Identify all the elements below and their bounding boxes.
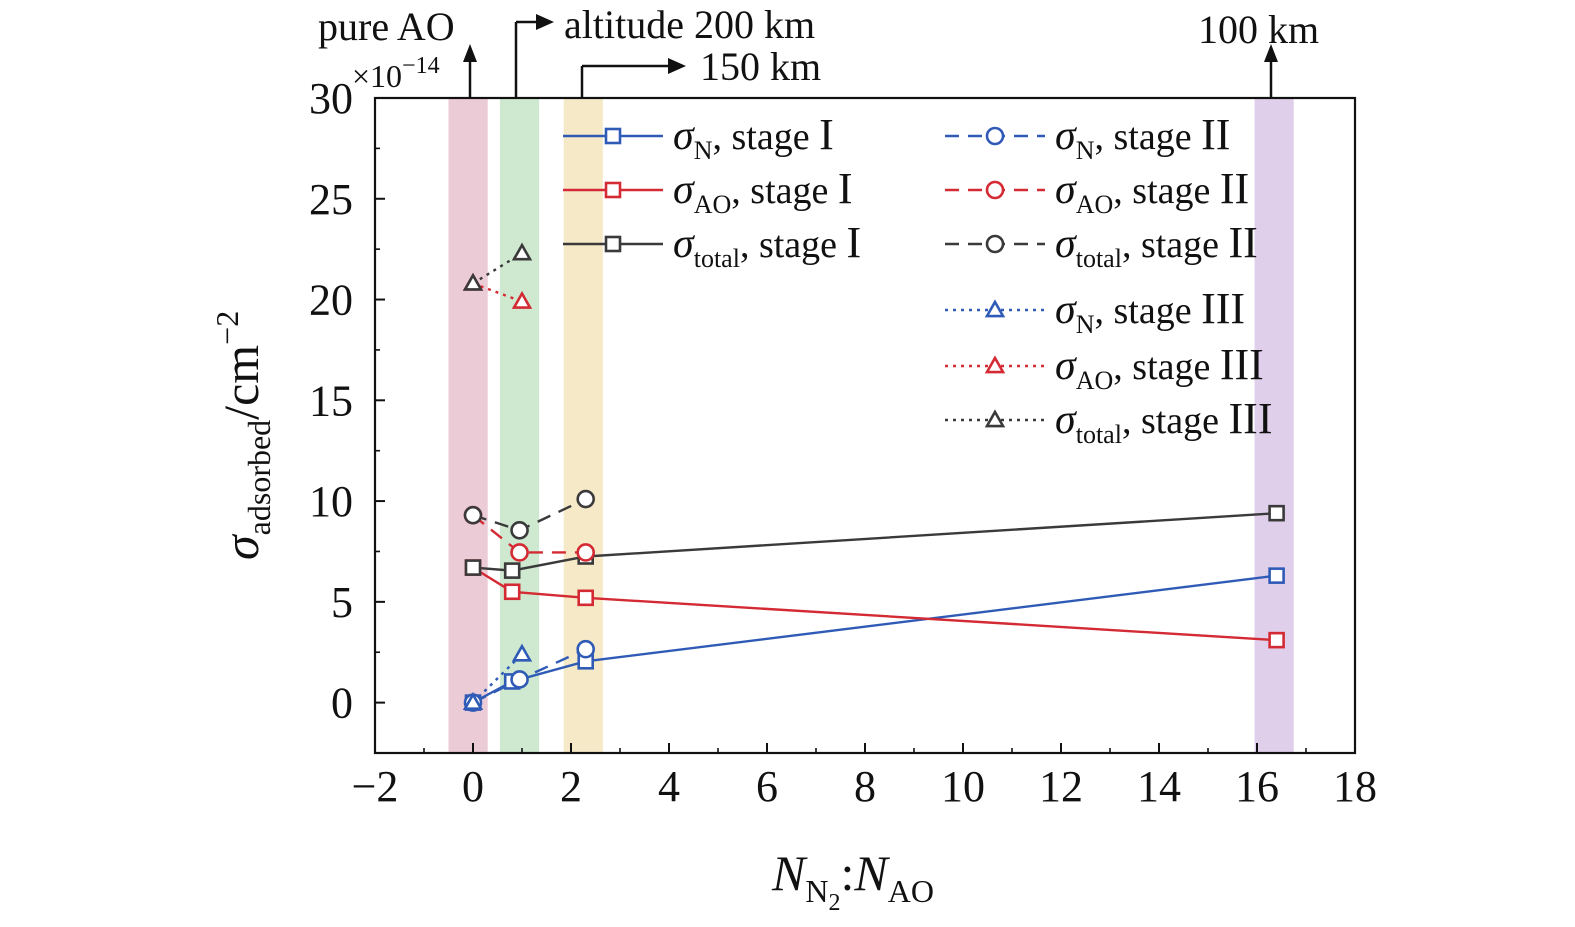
series-line-total-III	[472, 252, 523, 285]
circle-marker	[510, 543, 529, 562]
circle-marker	[510, 520, 529, 540]
circle-marker	[463, 505, 483, 525]
series-line-total-I	[472, 511, 1277, 572]
x-axis-label: NN2:NAO	[771, 845, 934, 916]
legend-entry-N-I: σN, stage I	[563, 110, 834, 165]
arrow-up-100	[1264, 44, 1278, 62]
legend-entry-total-II: σtotal, stage II	[945, 218, 1258, 273]
legend-label: σtotal, stage I	[673, 218, 861, 273]
legend-entry-AO-II: σAO, stage II	[945, 164, 1249, 219]
band-0	[448, 98, 488, 753]
square-marker	[604, 127, 622, 145]
circle-marker	[985, 180, 1005, 200]
square-marker	[1268, 631, 1285, 649]
triangle-marker	[511, 242, 533, 261]
y-tick-label: 0	[331, 679, 353, 728]
legend-entry-N-II: σN, stage II	[945, 110, 1230, 165]
series-line-AO-III	[472, 282, 523, 303]
y-multiplier: ×10−14	[352, 53, 440, 94]
arrow-up-pure-ao	[463, 44, 477, 62]
triangle-marker	[511, 290, 533, 309]
legend-label: σAO, stage I	[673, 164, 853, 219]
circle-marker	[576, 543, 596, 562]
circle-marker	[985, 126, 1005, 146]
legend-label: σAO, stage II	[1055, 164, 1249, 219]
annotation-arrowheads	[463, 14, 1278, 74]
y-tick-label: 10	[309, 477, 353, 526]
highlight-bands	[448, 98, 1294, 753]
y-tick-label: 5	[331, 578, 353, 627]
square-marker	[1268, 504, 1285, 522]
triangle-marker	[511, 643, 533, 662]
tick-labels: −2 0 2 4 6 8 10 12 14 16 18 0 5 10 15 20 25 30	[309, 74, 1377, 811]
y-tick-label: 25	[309, 175, 353, 224]
x-tick-label: −2	[352, 762, 399, 811]
x-tick-label: 6	[756, 762, 778, 811]
y-axis-label: σadsorbed/cm−2	[209, 311, 277, 560]
circle-marker	[985, 234, 1005, 254]
circle-marker	[576, 639, 596, 659]
triangle-marker	[984, 409, 1006, 428]
x-tick-label: 0	[462, 762, 484, 811]
y-tick-label: 20	[309, 276, 353, 325]
x-tick-label: 12	[1039, 762, 1083, 811]
square-marker	[464, 559, 482, 576]
square-marker	[604, 235, 622, 253]
plot-frame	[373, 96, 1357, 755]
legend-label: σtotal, stage II	[1055, 218, 1258, 273]
legend-entry-total-I: σtotal, stage I	[563, 218, 861, 273]
legend-label: σN, stage I	[673, 110, 834, 165]
legend-entry-N-III: σN, stage III	[945, 284, 1245, 339]
legend-label: σAO, stage III	[1055, 340, 1264, 395]
band-1	[499, 98, 540, 753]
x-tick-label: 4	[658, 762, 680, 811]
x-tick-label: 18	[1333, 762, 1377, 811]
legend-label: σtotal, stage III	[1055, 394, 1272, 449]
triangle-marker	[984, 355, 1006, 374]
legend-entry-total-III: σtotal, stage III	[945, 394, 1272, 449]
square-marker	[1268, 567, 1285, 584]
square-marker	[503, 583, 521, 601]
series-line-N-III	[472, 653, 523, 704]
series-line-AO-I	[472, 566, 1277, 642]
square-marker	[604, 181, 622, 199]
triangle-marker	[462, 272, 484, 291]
x-tick-label: 14	[1137, 762, 1181, 811]
x-tick-label: 16	[1235, 762, 1279, 811]
x-tick-label: 8	[854, 762, 876, 811]
x-tick-label: 2	[560, 762, 582, 811]
circle-marker	[576, 489, 596, 509]
legend-label: σN, stage II	[1055, 110, 1230, 165]
x-tick-label: 10	[941, 762, 985, 811]
legend-entry-AO-III: σAO, stage III	[945, 340, 1264, 395]
square-marker	[577, 589, 595, 607]
arrow-right-200	[536, 14, 554, 30]
annotation-100: 100 km	[1198, 7, 1319, 52]
legend-label: σN, stage III	[1055, 284, 1245, 339]
triangle-marker	[984, 299, 1006, 318]
y-tick-label: 30	[309, 74, 353, 123]
arrow-right-150	[668, 58, 686, 74]
annotation-150: 150 km	[700, 44, 821, 89]
annotation-pure-ao: pure AO	[318, 4, 455, 49]
y-tick-label: 15	[309, 376, 353, 425]
legend-entry-AO-I: σAO, stage I	[563, 164, 853, 219]
triangle-marker	[462, 691, 484, 710]
square-marker	[503, 562, 521, 579]
series-markers	[462, 242, 1285, 712]
annotation-altitude-200: altitude 200 km	[564, 2, 815, 47]
circle-marker	[510, 670, 529, 689]
